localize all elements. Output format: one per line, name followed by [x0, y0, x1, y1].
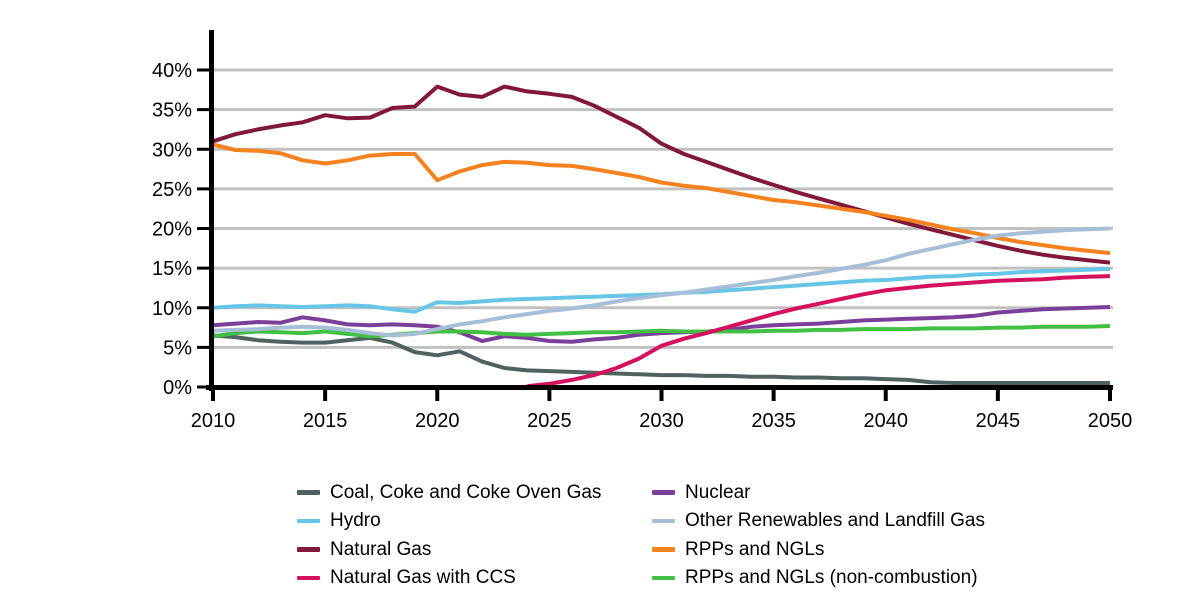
chart-plot-area: 0% 5% 10% 15% 20% 25% 30% 35% 40% 2010 2015 2020 202…: [152, 30, 1133, 432]
legend-swatch: [652, 518, 675, 523]
y-axis-tick: [197, 385, 209, 389]
legend-item: Coal, Coke and Coke Oven Gas: [297, 478, 601, 507]
y-axis-label: 10%: [152, 298, 192, 320]
gridline: [211, 306, 1113, 310]
gridline: [211, 266, 1113, 270]
legend-label: Hydro: [330, 510, 381, 532]
chart-legend: Coal, Coke and Coke Oven Gas Hydro Natural…: [0, 478, 1200, 588]
x-axis-label: 2040: [864, 410, 909, 432]
y-axis-tick: [197, 345, 209, 349]
y-axis-tick: [197, 266, 209, 270]
y-axis-label: 0%: [163, 377, 192, 399]
y-axis-label: 5%: [163, 337, 192, 359]
series-line-nuclear: [212, 305, 1111, 344]
legend-label: Natural Gas: [330, 538, 432, 560]
series-line-rpps-and-ngls-non-combustion: [212, 324, 1111, 339]
x-axis-tick: [771, 390, 776, 401]
x-axis-label: 2035: [751, 410, 796, 432]
x-axis-tick: [1108, 390, 1112, 401]
x-axis-label: 2025: [527, 410, 572, 432]
y-axis-label: 25%: [152, 179, 192, 201]
x-axis-tick: [995, 390, 1000, 401]
y-axis-label: 35%: [152, 100, 192, 122]
y-axis-tick: [197, 108, 209, 112]
legend-label: Coal, Coke and Coke Oven Gas: [330, 481, 602, 503]
gridline: [211, 147, 1113, 151]
series-line-coal-coke-and-coke-oven-gas: [212, 333, 1110, 385]
legend-item: Natural Gas: [297, 535, 601, 564]
y-axis-label: 30%: [152, 139, 192, 161]
y-axis-tick: [197, 227, 209, 230]
x-axis-line: [206, 385, 1113, 390]
y-axis-tick: [197, 147, 209, 151]
x-axis-tick: [547, 390, 552, 401]
x-axis-label: 2020: [415, 410, 460, 432]
x-axis-tick: [435, 390, 440, 401]
y-axis-tick: [197, 68, 209, 72]
x-axis-label: 2015: [303, 410, 348, 432]
series-line-other-renewables-and-landfill-gas: [212, 226, 1111, 338]
series-line-hydro: [212, 266, 1111, 314]
y-axis-label: 15%: [152, 258, 192, 280]
legend-label: RPPs and NGLs: [685, 538, 825, 560]
legend-swatch: [297, 575, 320, 580]
y-axis-label: 20%: [152, 219, 192, 241]
gridline: [211, 187, 1113, 191]
y-axis-tick: [197, 306, 209, 310]
x-axis-tick: [211, 390, 215, 401]
y-axis-label: 40%: [152, 60, 192, 82]
legend-item: Other Renewables and Landfill Gas: [652, 507, 985, 536]
legend-swatch: [652, 575, 675, 580]
gridline: [211, 227, 1113, 230]
x-axis-label: 2045: [976, 410, 1021, 432]
legend-column-right: Nuclear Other Renewables and Landfill Gas…: [652, 478, 985, 592]
x-axis-tick: [323, 390, 328, 401]
legend-item: RPPs and NGLs (non-combustion): [652, 564, 985, 593]
legend-swatch: [297, 547, 320, 552]
series-line-natural-gas: [212, 84, 1111, 265]
x-axis-label: 2050: [1088, 410, 1133, 432]
legend-swatch: [652, 547, 675, 552]
series-line-natural-gas-with-ccs: [526, 274, 1111, 389]
legend-item: Nuclear: [652, 478, 985, 507]
legend-label: Nuclear: [685, 481, 751, 503]
legend-swatch: [297, 490, 320, 495]
x-axis-label: 2010: [191, 410, 236, 432]
y-axis-tick: [197, 187, 209, 191]
legend-swatch: [297, 518, 320, 523]
legend-label: Natural Gas with CCS: [330, 567, 516, 589]
gridline: [211, 68, 1113, 72]
legend-swatch: [652, 490, 675, 495]
legend-item: RPPs and NGLs: [652, 535, 985, 564]
legend-item: Hydro: [297, 507, 601, 536]
legend-label: RPPs and NGLs (non-combustion): [685, 567, 978, 589]
legend-column-left: Coal, Coke and Coke Oven Gas Hydro Natural…: [297, 478, 601, 592]
gridline: [211, 108, 1113, 112]
legend-item: Natural Gas with CCS: [297, 564, 601, 593]
series-line-rpps-and-ngls: [212, 142, 1111, 256]
x-axis-tick: [883, 390, 888, 401]
x-axis-tick: [659, 390, 664, 401]
legend-label: Other Renewables and Landfill Gas: [685, 510, 985, 532]
y-axis-line: [209, 30, 214, 391]
x-axis-label: 2030: [639, 410, 684, 432]
